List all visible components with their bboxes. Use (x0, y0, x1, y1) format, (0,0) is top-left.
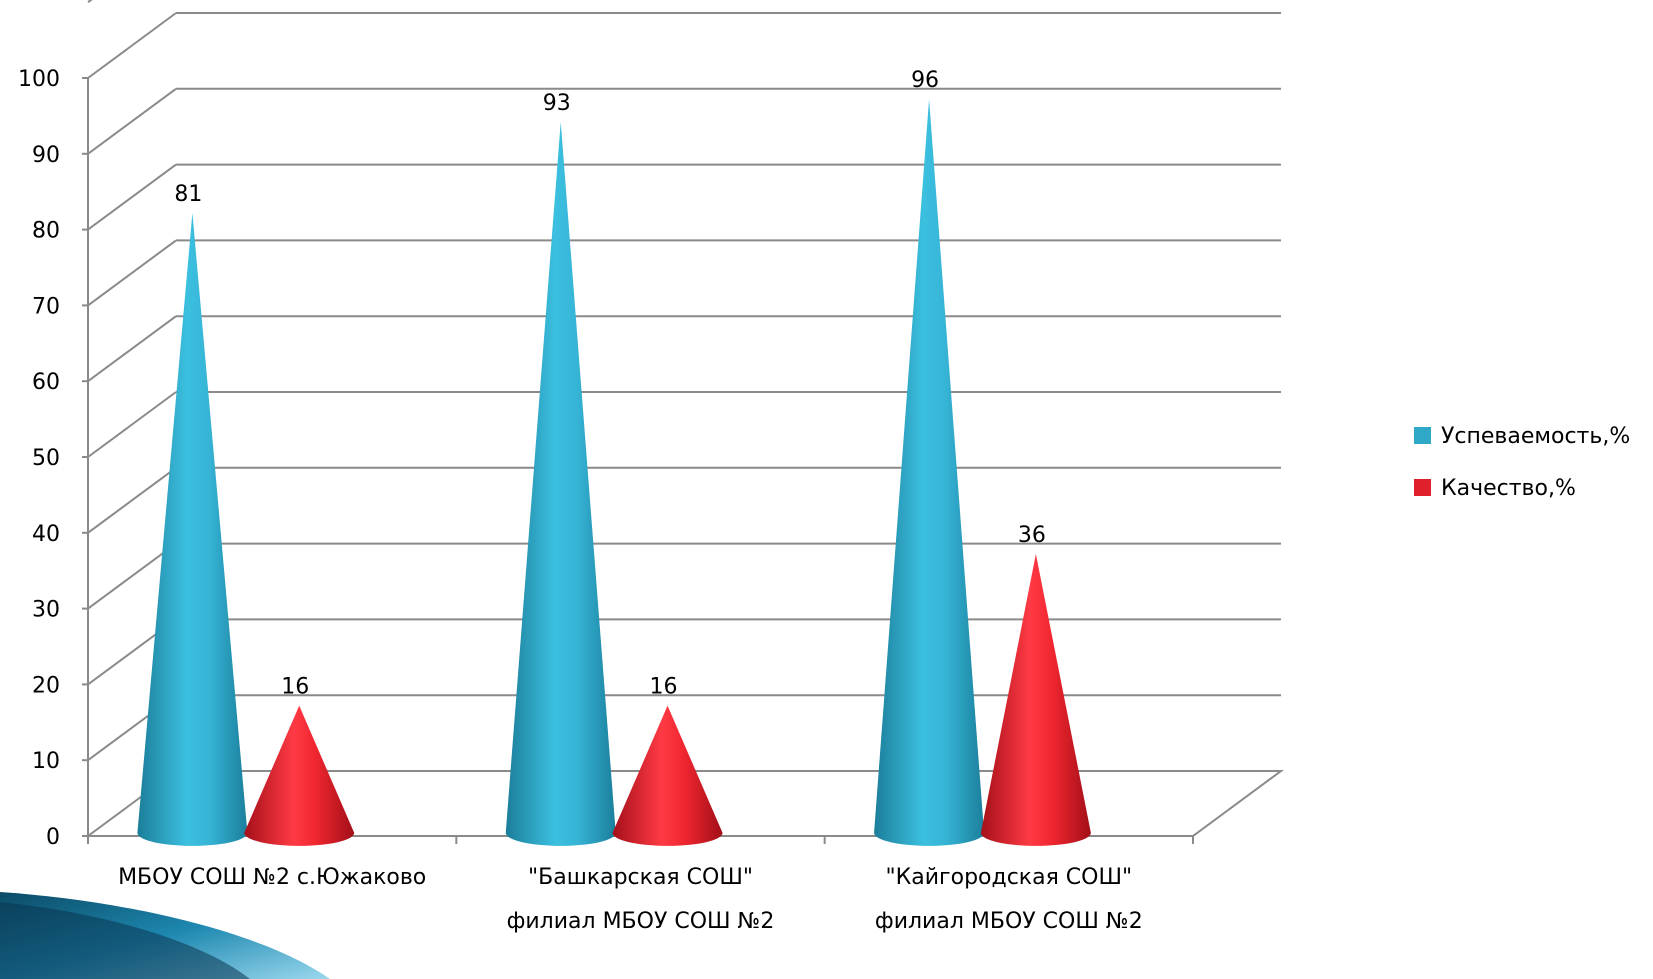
x-axis-category-labels: МБОУ СОШ №2 с.Южаково "Башкарская СОШ" фил… (118, 865, 1143, 934)
data-labels: 81 16 93 16 96 36 (174, 68, 1045, 699)
y-tick-label: 60 (32, 370, 60, 395)
cone-body (980, 554, 1091, 846)
category-label: "Кайгородская СОШ" (886, 865, 1133, 890)
gridline-diagonal (87, 87, 177, 155)
data-label: 36 (1018, 523, 1046, 548)
axes (82, 77, 1285, 844)
cone-kachestvo (980, 554, 1091, 846)
cone-uspevaemost (505, 121, 616, 846)
gridline-diagonal (87, 239, 177, 307)
y-tick-label: 10 (32, 749, 60, 774)
data-label: 16 (650, 675, 678, 700)
cone-body (505, 121, 616, 846)
gridline-diagonal (87, 466, 177, 534)
legend-item: Успеваемость,% (1414, 424, 1630, 449)
gridline-diagonal (87, 315, 177, 383)
category-label: МБОУ СОШ №2 с.Южаково (118, 865, 426, 890)
legend-label: Качество,% (1441, 476, 1576, 501)
gridline-diagonal (87, 0, 93, 4)
y-tick-label: 50 (32, 446, 60, 471)
legend-label: Успеваемость,% (1441, 424, 1630, 449)
y-tick-label: 0 (46, 825, 60, 850)
plot-area (137, 99, 1091, 846)
cone-uspevaemost (874, 99, 985, 846)
y-tick-label: 100 (18, 67, 60, 92)
gridlines (87, 0, 1281, 762)
legend-swatch (1414, 427, 1431, 444)
cone-kachestvo (244, 705, 355, 846)
gridline-diagonal (87, 12, 177, 79)
y-tick-label: 20 (32, 673, 60, 698)
cone-body (137, 212, 248, 846)
legend-item: Качество,% (1414, 476, 1576, 501)
data-label: 93 (543, 91, 571, 116)
cone-uspevaemost (137, 212, 248, 846)
cone-body (244, 705, 355, 846)
y-axis-tick-labels: 0 10 20 30 40 50 60 70 80 90 100 (18, 67, 60, 850)
y-tick-label: 30 (32, 598, 60, 623)
category-label: филиал МБОУ СОШ №2 (507, 909, 775, 934)
data-label: 16 (281, 675, 309, 700)
y-tick-label: 40 (32, 522, 60, 547)
gridline-diagonal (87, 542, 177, 610)
cone-kachestvo (612, 705, 723, 846)
y-tick-label: 70 (32, 294, 60, 319)
gridline-diagonal (87, 391, 177, 458)
cone-body (874, 99, 985, 846)
y-tick-label: 90 (32, 143, 60, 168)
y-tick-label: 80 (32, 219, 60, 244)
legend-swatch (1414, 479, 1431, 496)
decorative-swoosh (0, 892, 330, 979)
data-label: 81 (174, 182, 202, 207)
legend: Успеваемость,% Качество,% (1414, 424, 1630, 501)
category-label: филиал МБОУ СОШ №2 (875, 909, 1143, 934)
cone-body (612, 705, 723, 846)
data-label: 96 (911, 68, 939, 93)
category-label: "Башкарская СОШ" (528, 865, 753, 890)
gridline-diagonal (87, 163, 177, 231)
